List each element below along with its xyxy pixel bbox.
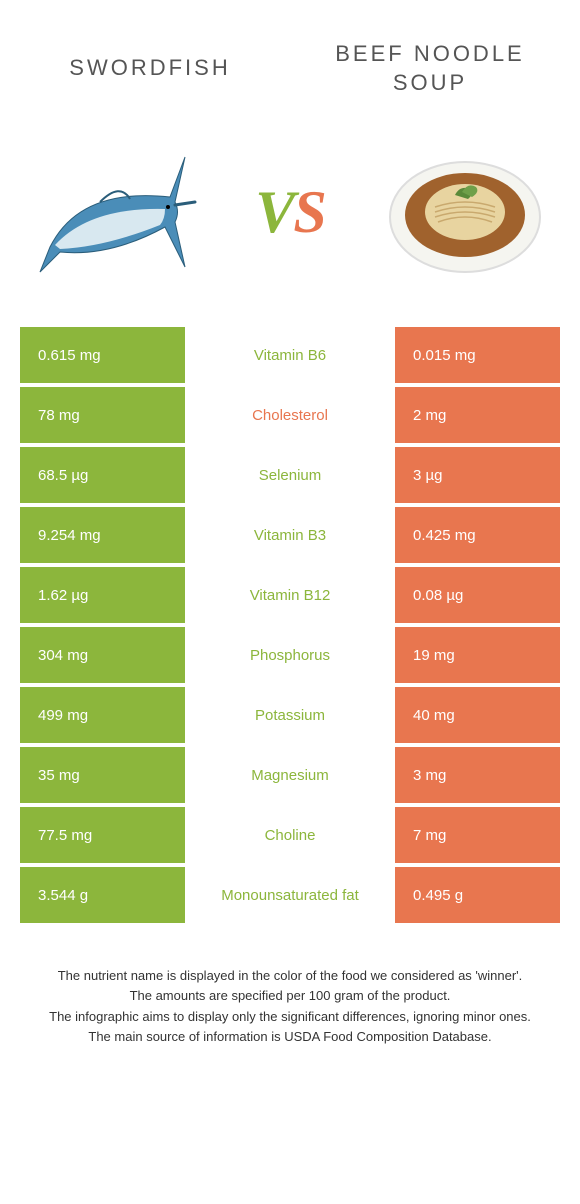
right-value-cell: 2 mg [395,387,560,443]
nutrient-label: Potassium [185,687,395,743]
footer-line: The nutrient name is displayed in the co… [30,967,550,985]
nutrient-label: Selenium [185,447,395,503]
nutrient-label: Vitamin B3 [185,507,395,563]
left-food-image [30,127,200,297]
right-value-cell: 0.08 µg [395,567,560,623]
nutrient-label: Vitamin B6 [185,327,395,383]
footer-line: The infographic aims to display only the… [30,1008,550,1026]
right-value-cell: 0.495 g [395,867,560,923]
nutrient-label: Magnesium [185,747,395,803]
right-value-cell: 0.425 mg [395,507,560,563]
right-food-title: Beef noodle soup [330,40,530,97]
vs-v: V [255,179,293,245]
table-row: 68.5 µgSelenium3 µg [20,447,560,503]
comparison-table: 0.615 mgVitamin B60.015 mg78 mgCholester… [0,327,580,923]
left-value-cell: 78 mg [20,387,185,443]
table-row: 499 mgPotassium40 mg [20,687,560,743]
table-row: 3.544 gMonounsaturated fat0.495 g [20,867,560,923]
nutrient-label: Phosphorus [185,627,395,683]
left-value-cell: 499 mg [20,687,185,743]
left-value-cell: 68.5 µg [20,447,185,503]
footer-notes: The nutrient name is displayed in the co… [0,927,580,1046]
right-value-cell: 3 µg [395,447,560,503]
nutrient-label: Cholesterol [185,387,395,443]
table-row: 304 mgPhosphorus19 mg [20,627,560,683]
nutrient-label: Vitamin B12 [185,567,395,623]
left-value-cell: 1.62 µg [20,567,185,623]
left-value-cell: 3.544 g [20,867,185,923]
right-value-cell: 19 mg [395,627,560,683]
left-value-cell: 35 mg [20,747,185,803]
table-row: 0.615 mgVitamin B60.015 mg [20,327,560,383]
left-value-cell: 0.615 mg [20,327,185,383]
vs-label: VS [255,178,324,247]
right-value-cell: 7 mg [395,807,560,863]
nutrient-label: Choline [185,807,395,863]
left-value-cell: 77.5 mg [20,807,185,863]
left-food-title: Swordfish [50,54,250,83]
right-value-cell: 40 mg [395,687,560,743]
right-value-cell: 0.015 mg [395,327,560,383]
vs-s: S [293,179,324,245]
footer-line: The amounts are specified per 100 gram o… [30,987,550,1005]
table-row: 35 mgMagnesium3 mg [20,747,560,803]
table-row: 9.254 mgVitamin B30.425 mg [20,507,560,563]
table-row: 78 mgCholesterol2 mg [20,387,560,443]
left-value-cell: 9.254 mg [20,507,185,563]
table-row: 1.62 µgVitamin B120.08 µg [20,567,560,623]
right-value-cell: 3 mg [395,747,560,803]
right-food-image [380,127,550,297]
footer-line: The main source of information is USDA F… [30,1028,550,1046]
nutrient-label: Monounsaturated fat [185,867,395,923]
table-row: 77.5 mgCholine7 mg [20,807,560,863]
left-value-cell: 304 mg [20,627,185,683]
